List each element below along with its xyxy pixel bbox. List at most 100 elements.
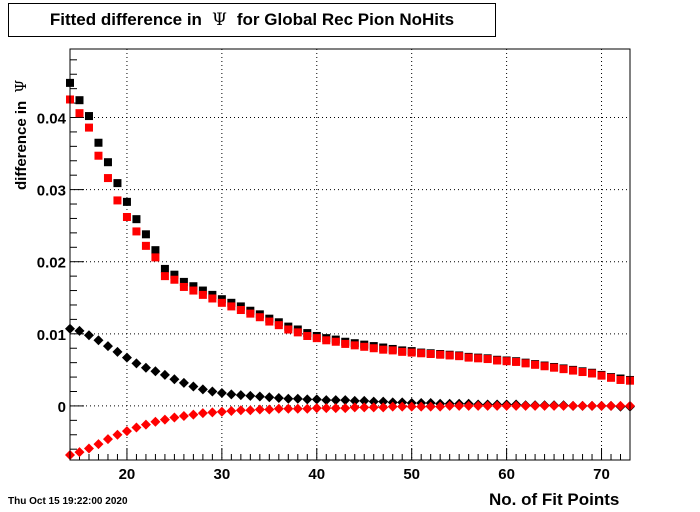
data-point-square <box>84 112 93 121</box>
data-point-diamond <box>226 389 237 400</box>
data-point-diamond <box>254 404 265 415</box>
data-point-diamond <box>577 400 588 411</box>
data-point-diamond <box>340 403 351 414</box>
data-point-diamond <box>311 403 322 414</box>
data-point-diamond <box>340 395 351 406</box>
data-point-diamond <box>473 400 484 411</box>
data-point-diamond <box>235 390 246 401</box>
data-point-square <box>113 196 122 205</box>
data-point-square <box>588 369 597 378</box>
y-tick-label: 0.04 <box>37 111 67 128</box>
data-point-diamond <box>207 407 218 418</box>
data-point-square <box>141 241 150 250</box>
data-point-diamond <box>530 400 541 411</box>
data-point-diamond <box>188 409 199 420</box>
data-point-square <box>94 151 103 160</box>
data-point-diamond <box>606 400 617 411</box>
data-point-diamond <box>435 401 446 412</box>
data-point-diamond <box>235 405 246 416</box>
data-point-square <box>151 253 160 262</box>
data-point-square <box>322 336 331 345</box>
data-point-diamond <box>254 391 265 402</box>
data-point-diamond <box>596 400 607 411</box>
data-point-square <box>198 290 207 299</box>
data-point-square <box>474 354 483 363</box>
data-point-diamond <box>197 384 208 395</box>
data-point-diamond <box>245 390 256 401</box>
data-point-diamond <box>463 400 474 411</box>
data-point-square <box>179 277 188 286</box>
data-point-square <box>426 350 435 359</box>
x-tick-label: 60 <box>498 466 515 483</box>
data-point-diamond <box>102 434 113 445</box>
data-point-diamond <box>264 392 275 403</box>
data-point-diamond <box>387 401 398 412</box>
data-point-diamond <box>321 403 332 414</box>
data-point-square <box>265 317 274 326</box>
data-point-square <box>132 215 141 224</box>
chart-title-prefix: Fitted difference in <box>49 10 202 29</box>
data-point-diamond <box>264 404 275 415</box>
data-point-square <box>208 294 217 303</box>
data-point-diamond <box>444 400 455 411</box>
data-point-diamond <box>492 400 503 411</box>
data-point-square <box>531 360 540 369</box>
psi-symbol: Ψ <box>211 10 227 30</box>
data-point-square <box>521 359 530 368</box>
data-point-diamond <box>216 387 227 398</box>
data-point-square <box>274 321 283 330</box>
data-point-square <box>464 353 473 362</box>
data-point-diamond <box>558 400 569 411</box>
data-point-square <box>341 339 350 348</box>
data-point-diamond <box>378 396 389 407</box>
data-point-diamond <box>520 400 531 411</box>
data-point-square <box>550 363 559 372</box>
data-point-diamond <box>454 400 465 411</box>
data-point-diamond <box>273 403 284 414</box>
data-point-square <box>379 345 388 354</box>
data-point-diamond <box>283 393 294 404</box>
data-point-diamond <box>349 395 360 406</box>
data-point-diamond <box>140 419 151 430</box>
data-point-square <box>331 337 340 346</box>
data-point-square <box>255 313 264 322</box>
data-point-square <box>160 264 169 273</box>
y-axis-psi-symbol: Ψ <box>12 79 30 93</box>
data-point-diamond <box>188 381 199 392</box>
data-point-square <box>407 348 416 357</box>
y-axis-label: difference in Ψ <box>12 80 30 190</box>
data-point-diamond <box>131 422 142 433</box>
data-point-diamond <box>368 402 379 413</box>
x-axis: 20 30 40 50 60 70 <box>69 448 631 483</box>
data-point-diamond <box>425 401 436 412</box>
data-point-square <box>502 357 511 366</box>
data-point-square <box>597 371 606 380</box>
data-point-square <box>616 375 625 384</box>
data-point-square <box>246 309 255 318</box>
data-point-diamond <box>93 439 104 450</box>
data-point-diamond <box>283 403 294 414</box>
data-point-diamond <box>378 402 389 413</box>
x-tick-label: 30 <box>214 466 231 483</box>
data-point-diamond <box>397 401 408 412</box>
data-point-square <box>455 352 464 361</box>
data-point-square <box>236 306 245 315</box>
data-point-diamond <box>330 395 341 406</box>
y-tick-label: 0.03 <box>37 183 66 200</box>
y-tick-label: 0.01 <box>37 327 66 344</box>
data-point-diamond <box>416 401 427 412</box>
data-point-diamond <box>302 394 313 405</box>
data-point-square <box>103 158 112 167</box>
data-point-diamond <box>178 377 189 388</box>
data-point-diamond <box>150 366 161 377</box>
data-point-diamond <box>74 447 85 458</box>
data-point-diamond <box>482 400 493 411</box>
data-point-square <box>84 123 93 132</box>
data-point-square <box>75 109 84 118</box>
y-tick-label: 0 <box>58 399 66 416</box>
grid-lines <box>70 49 630 460</box>
data-point-square <box>122 197 131 206</box>
data-point-square <box>217 298 226 307</box>
data-point-square <box>179 282 188 291</box>
